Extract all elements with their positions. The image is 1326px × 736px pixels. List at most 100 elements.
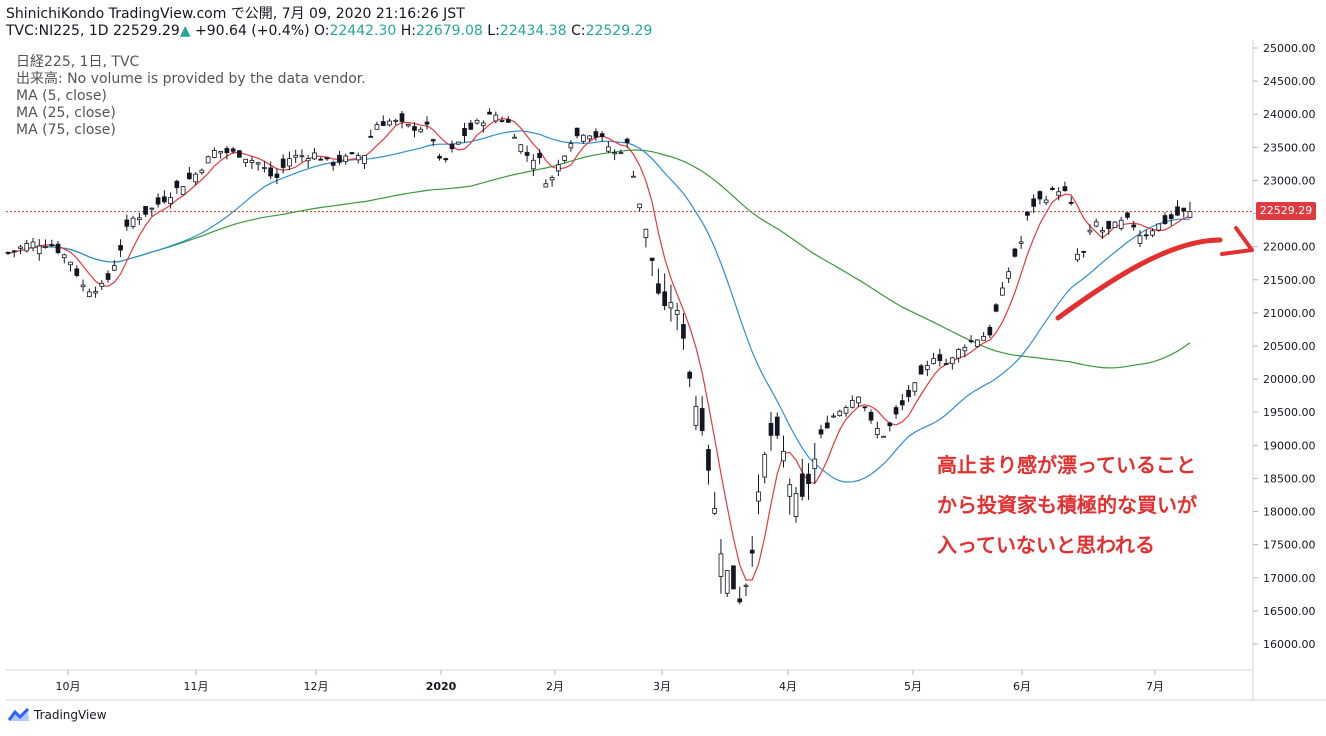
candle <box>36 239 42 261</box>
candle-body <box>1025 211 1030 216</box>
candle <box>724 570 730 597</box>
candle <box>981 332 986 341</box>
candle <box>1043 195 1049 206</box>
candle <box>424 116 430 130</box>
candle-body <box>543 183 549 188</box>
candle-body <box>549 177 555 181</box>
x-tick-label: 6月 <box>1013 680 1031 693</box>
indicator-ma75[interactable]: MA (75, close) <box>16 122 116 138</box>
candle-body <box>556 164 561 172</box>
candle-body <box>499 120 505 122</box>
candle-body <box>355 155 361 161</box>
candle <box>612 149 617 161</box>
candle-body <box>868 411 874 421</box>
candle-body <box>230 148 236 152</box>
last-price-tag: 22529.29 <box>1256 202 1316 220</box>
candle-body <box>61 254 67 259</box>
candle-body <box>193 173 198 183</box>
publish-info: ShinichiKondo TradingView.com で公開, 7月 09… <box>6 6 465 22</box>
candle-body <box>1081 250 1087 253</box>
candle <box>93 286 98 298</box>
candle-body <box>80 284 86 288</box>
candle <box>312 147 317 161</box>
candle <box>1150 228 1155 238</box>
tradingview-logo[interactable]: TradingView <box>8 708 107 722</box>
y-tick-label: 24000.00 <box>1263 108 1316 121</box>
candle-body <box>793 493 799 517</box>
candle-body <box>1043 199 1049 204</box>
candle-body <box>136 217 142 221</box>
candle-body <box>505 119 511 123</box>
candle <box>781 435 786 468</box>
candle <box>474 118 480 125</box>
candle-body <box>1143 234 1149 237</box>
candle-body <box>512 136 517 139</box>
candle-body <box>887 422 893 427</box>
candle <box>205 155 211 164</box>
candle-body <box>1056 191 1062 196</box>
x-tick-label: 11月 <box>184 680 209 693</box>
y-tick-label: 18000.00 <box>1263 506 1316 519</box>
candle <box>105 270 111 283</box>
y-tick-label: 23000.00 <box>1263 174 1316 187</box>
candle <box>287 151 292 170</box>
indicator-symbol[interactable]: 日経225, 1日, TVC <box>16 54 140 70</box>
y-tick-label: 18500.00 <box>1263 472 1316 485</box>
candle <box>962 344 968 358</box>
candle <box>230 146 236 154</box>
indicator-volume[interactable]: 出来高: No volume is provided by the data v… <box>16 71 366 87</box>
y-tick-label: 21500.00 <box>1263 274 1316 287</box>
candle-body <box>212 150 217 158</box>
indicator-ma5[interactable]: MA (5, close) <box>16 88 107 104</box>
candle-body <box>524 152 530 156</box>
low-label: L: <box>487 23 500 39</box>
candle-body <box>599 133 605 138</box>
candle-body <box>268 167 274 177</box>
candle <box>1087 224 1093 235</box>
candle-body <box>387 120 392 126</box>
candle-body <box>99 282 105 287</box>
candle-body <box>368 135 374 138</box>
candle <box>1025 211 1030 221</box>
candle-body <box>11 250 17 253</box>
candle <box>530 154 536 177</box>
candle-body <box>993 304 999 312</box>
candle-body <box>768 423 774 436</box>
indicator-ma25[interactable]: MA (25, close) <box>16 105 116 121</box>
candle-body <box>287 158 292 167</box>
candle <box>499 116 505 123</box>
candle-body <box>706 449 711 471</box>
candle-body <box>430 139 436 142</box>
candle <box>24 239 30 253</box>
candle-body <box>799 473 805 497</box>
candle-body <box>480 122 486 126</box>
candle <box>824 415 830 429</box>
candle-body <box>1131 224 1137 228</box>
candle <box>681 313 686 350</box>
candle <box>1143 229 1149 240</box>
candle-body <box>787 484 793 497</box>
candle-body <box>330 162 336 166</box>
candle <box>693 396 699 431</box>
candle <box>111 260 117 272</box>
candle <box>931 352 936 365</box>
candle-body <box>962 347 968 352</box>
candle-body <box>806 473 811 485</box>
candle-body <box>943 363 949 365</box>
candle <box>455 141 461 146</box>
candle <box>862 406 868 412</box>
candle-body <box>1075 253 1080 261</box>
candle <box>337 150 342 166</box>
candle <box>743 583 749 597</box>
candle <box>631 170 636 178</box>
candle <box>950 356 955 370</box>
candle <box>856 396 861 408</box>
candle <box>199 168 205 175</box>
candle-body <box>874 428 880 435</box>
candle <box>943 358 949 365</box>
change-value: +90.64 (+0.4%) <box>195 23 310 39</box>
candle-body <box>305 158 311 162</box>
candle <box>380 115 386 126</box>
x-tick-label: 2月 <box>546 680 564 693</box>
